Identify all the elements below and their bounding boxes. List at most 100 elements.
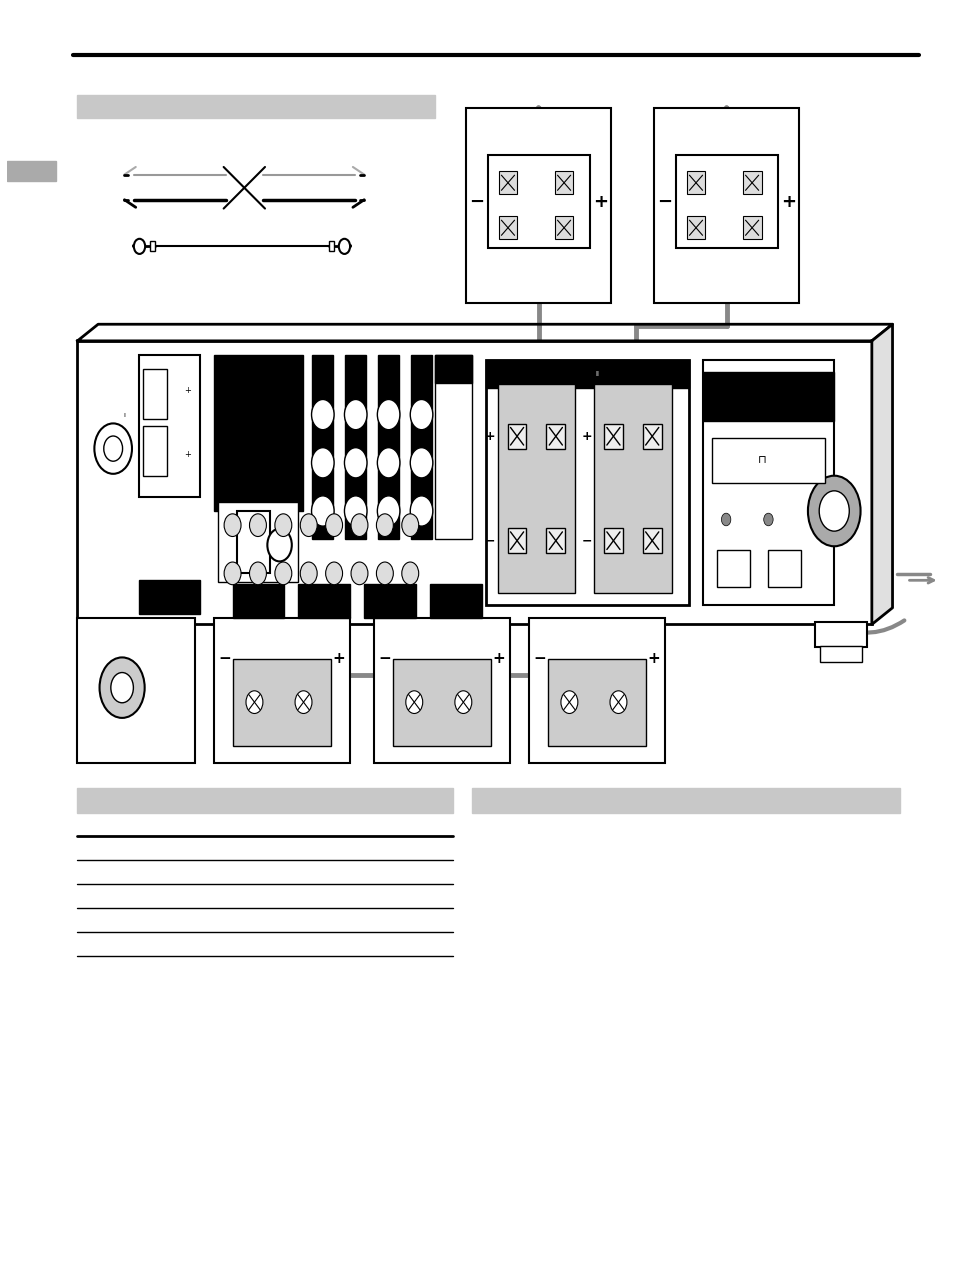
Bar — [77, 789, 453, 813]
Circle shape — [274, 513, 292, 536]
Circle shape — [377, 447, 399, 478]
Circle shape — [410, 447, 433, 478]
Bar — [642, 424, 661, 448]
Circle shape — [344, 447, 367, 478]
Bar — [642, 529, 661, 553]
Circle shape — [344, 400, 367, 429]
Bar — [486, 359, 688, 605]
Text: +: + — [592, 192, 607, 210]
Bar — [115, 622, 167, 647]
Bar — [547, 659, 645, 745]
Text: +: + — [780, 192, 795, 210]
Bar — [603, 529, 622, 553]
Text: −: − — [469, 192, 484, 210]
Circle shape — [250, 562, 266, 585]
Bar — [486, 359, 688, 389]
Circle shape — [312, 447, 334, 478]
Bar — [487, 154, 589, 248]
Bar — [594, 383, 671, 592]
Bar — [393, 659, 490, 745]
Text: −: − — [657, 192, 672, 210]
Bar — [497, 383, 575, 592]
Bar — [742, 172, 760, 194]
Text: ı: ı — [123, 413, 126, 418]
Polygon shape — [871, 325, 892, 624]
Circle shape — [325, 562, 342, 585]
Bar — [143, 369, 167, 419]
Text: −: − — [378, 651, 391, 666]
Circle shape — [377, 496, 399, 526]
Text: +: + — [580, 429, 591, 443]
Circle shape — [455, 691, 472, 713]
Text: +: + — [184, 386, 191, 395]
Text: −: − — [580, 534, 591, 547]
Bar — [345, 355, 366, 539]
Bar — [233, 659, 331, 745]
Circle shape — [376, 513, 393, 536]
Circle shape — [344, 496, 367, 526]
Circle shape — [405, 691, 422, 713]
Circle shape — [609, 691, 626, 713]
Circle shape — [300, 513, 316, 536]
Bar — [237, 511, 270, 573]
Bar — [767, 550, 801, 586]
Bar — [378, 355, 398, 539]
Bar — [435, 355, 472, 383]
Text: +: + — [492, 651, 504, 666]
Bar — [298, 583, 350, 618]
Bar — [435, 355, 472, 539]
Circle shape — [94, 423, 132, 474]
Bar — [213, 618, 350, 763]
Circle shape — [720, 513, 730, 526]
Bar — [411, 355, 432, 539]
Circle shape — [410, 400, 433, 429]
Bar — [138, 580, 199, 614]
Bar — [653, 108, 799, 303]
Bar — [603, 424, 622, 448]
Bar — [213, 355, 303, 511]
Bar — [554, 172, 573, 194]
Circle shape — [376, 562, 393, 585]
Circle shape — [312, 400, 334, 429]
Circle shape — [294, 691, 312, 713]
Bar — [528, 618, 664, 763]
Bar — [702, 372, 833, 422]
Bar — [716, 550, 749, 586]
Circle shape — [763, 513, 772, 526]
Bar — [430, 583, 481, 618]
Bar — [554, 217, 573, 240]
Circle shape — [338, 238, 350, 254]
Text: +: + — [484, 429, 495, 443]
Circle shape — [224, 562, 241, 585]
Bar — [218, 502, 298, 582]
Bar — [374, 618, 509, 763]
Bar — [498, 217, 517, 240]
Bar — [364, 583, 416, 618]
Circle shape — [410, 496, 433, 526]
Circle shape — [401, 562, 418, 585]
Bar — [675, 154, 777, 248]
Circle shape — [807, 475, 860, 547]
Circle shape — [560, 691, 578, 713]
Circle shape — [250, 513, 266, 536]
Bar — [742, 217, 760, 240]
Text: −: − — [533, 651, 546, 666]
Text: −: − — [484, 534, 495, 547]
Circle shape — [300, 562, 316, 585]
Bar — [815, 622, 866, 647]
Bar — [702, 359, 833, 605]
Circle shape — [377, 400, 399, 429]
Bar — [77, 618, 194, 763]
Circle shape — [267, 529, 292, 562]
Circle shape — [246, 691, 263, 713]
Circle shape — [819, 490, 848, 531]
Bar — [7, 161, 56, 181]
Bar — [143, 426, 167, 475]
Bar — [711, 438, 824, 483]
Text: +: + — [647, 651, 659, 666]
Bar — [472, 789, 899, 813]
Circle shape — [312, 496, 334, 526]
Bar — [546, 424, 565, 448]
Bar — [686, 172, 704, 194]
Bar — [498, 172, 517, 194]
